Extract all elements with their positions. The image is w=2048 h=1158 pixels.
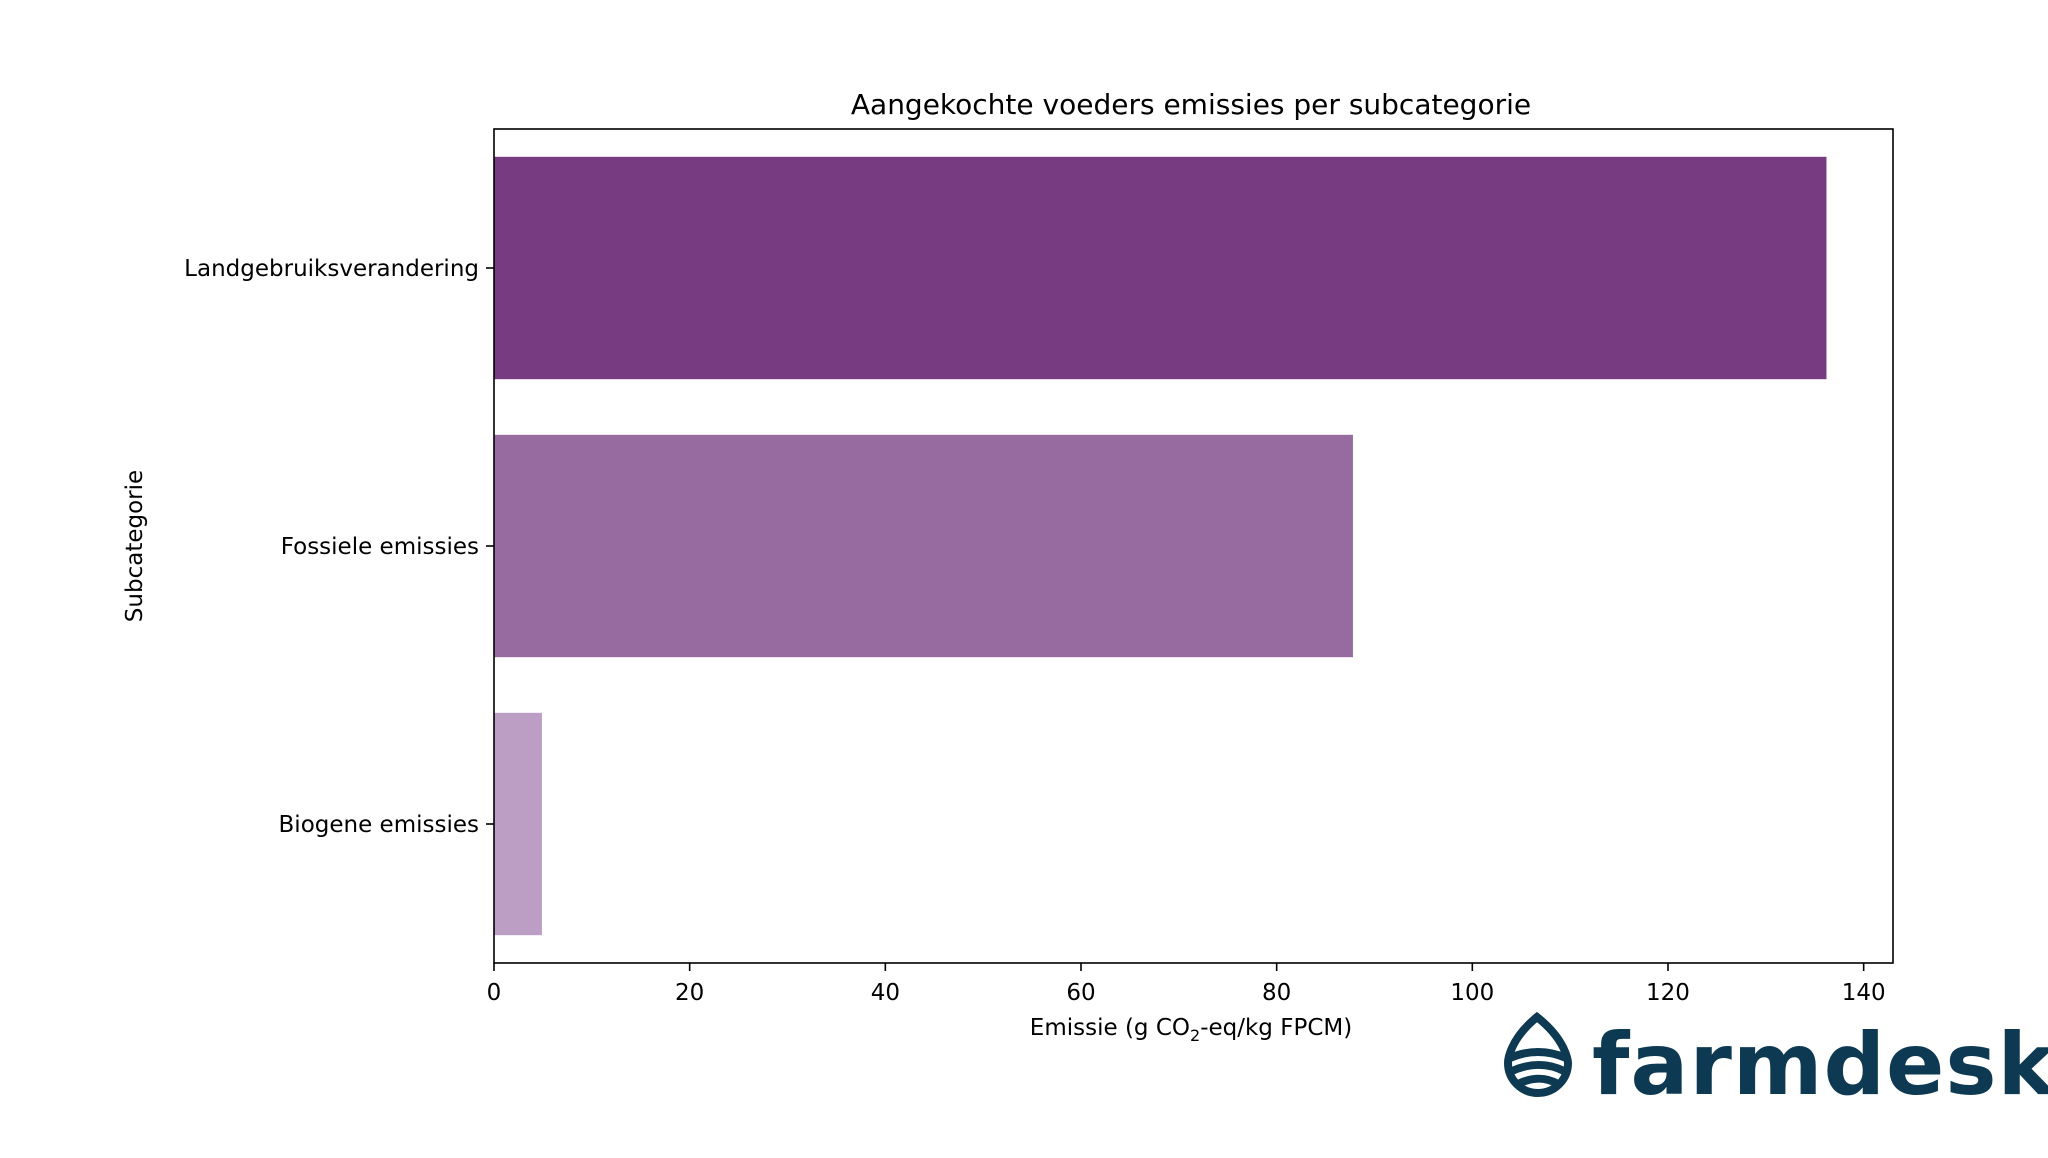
x-tick-label-4: 80 <box>1262 980 1291 1006</box>
x-axis-label-part-3: -eq/kg FPCM) <box>1200 1015 1352 1041</box>
x-tick-label-5: 100 <box>1450 980 1494 1006</box>
y-tick-label-2: Biogene emissies <box>279 812 479 838</box>
farmdesk-logo: farmdesk <box>1503 1011 2048 1115</box>
bars-layer <box>494 156 1827 936</box>
x-axis-ticks: 0 20 40 60 80 100 120 140 <box>487 963 1886 1006</box>
x-axis-label: Emissie (g CO2-eq/kg FPCM) <box>1030 1015 1352 1045</box>
y-axis-label: Subcategorie <box>122 470 148 622</box>
x-tick-label-1: 20 <box>675 980 704 1006</box>
x-tick-label-0: 0 <box>487 980 502 1006</box>
chart-title: Aangekochte voeders emissies per subcate… <box>851 88 1531 121</box>
x-axis-label-subscript: 2 <box>1190 1026 1200 1045</box>
y-tick-label-0: Landgebruiksverandering <box>184 256 479 282</box>
bar-0 <box>494 156 1827 380</box>
x-tick-label-2: 40 <box>871 980 900 1006</box>
x-tick-label-3: 60 <box>1066 980 1095 1006</box>
x-tick-label-6: 120 <box>1646 980 1690 1006</box>
x-tick-label-7: 140 <box>1842 980 1886 1006</box>
bar-1 <box>494 434 1353 658</box>
y-tick-label-1: Fossiele emissies <box>281 534 479 560</box>
bar-2 <box>494 712 542 936</box>
farmdesk-wordmark: farmdesk <box>1592 1015 2048 1115</box>
x-axis-label-part-1: Emissie (g CO <box>1030 1015 1190 1041</box>
farmdesk-drop-logo-icon <box>1503 1011 1573 1097</box>
y-axis-ticks: Landgebruiksverandering Fossiele emissies… <box>184 256 494 838</box>
